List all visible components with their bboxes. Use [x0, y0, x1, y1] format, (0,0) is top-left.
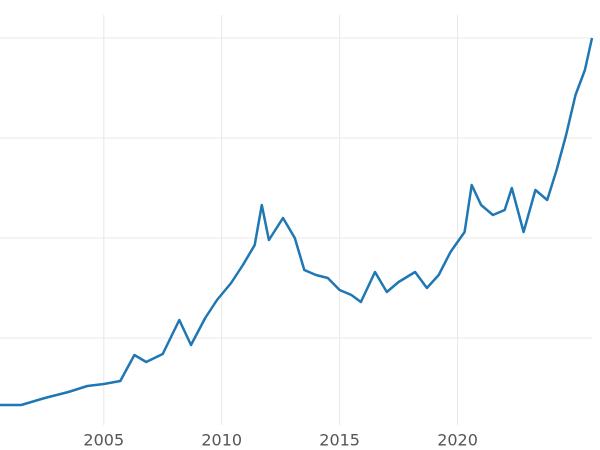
x-tick-label: 2010: [201, 431, 242, 450]
x-tick-label: 2020: [437, 431, 478, 450]
x-tick-label: 2015: [319, 431, 360, 450]
x-tick-label: 2005: [83, 431, 124, 450]
data-line: [0, 37, 594, 407]
